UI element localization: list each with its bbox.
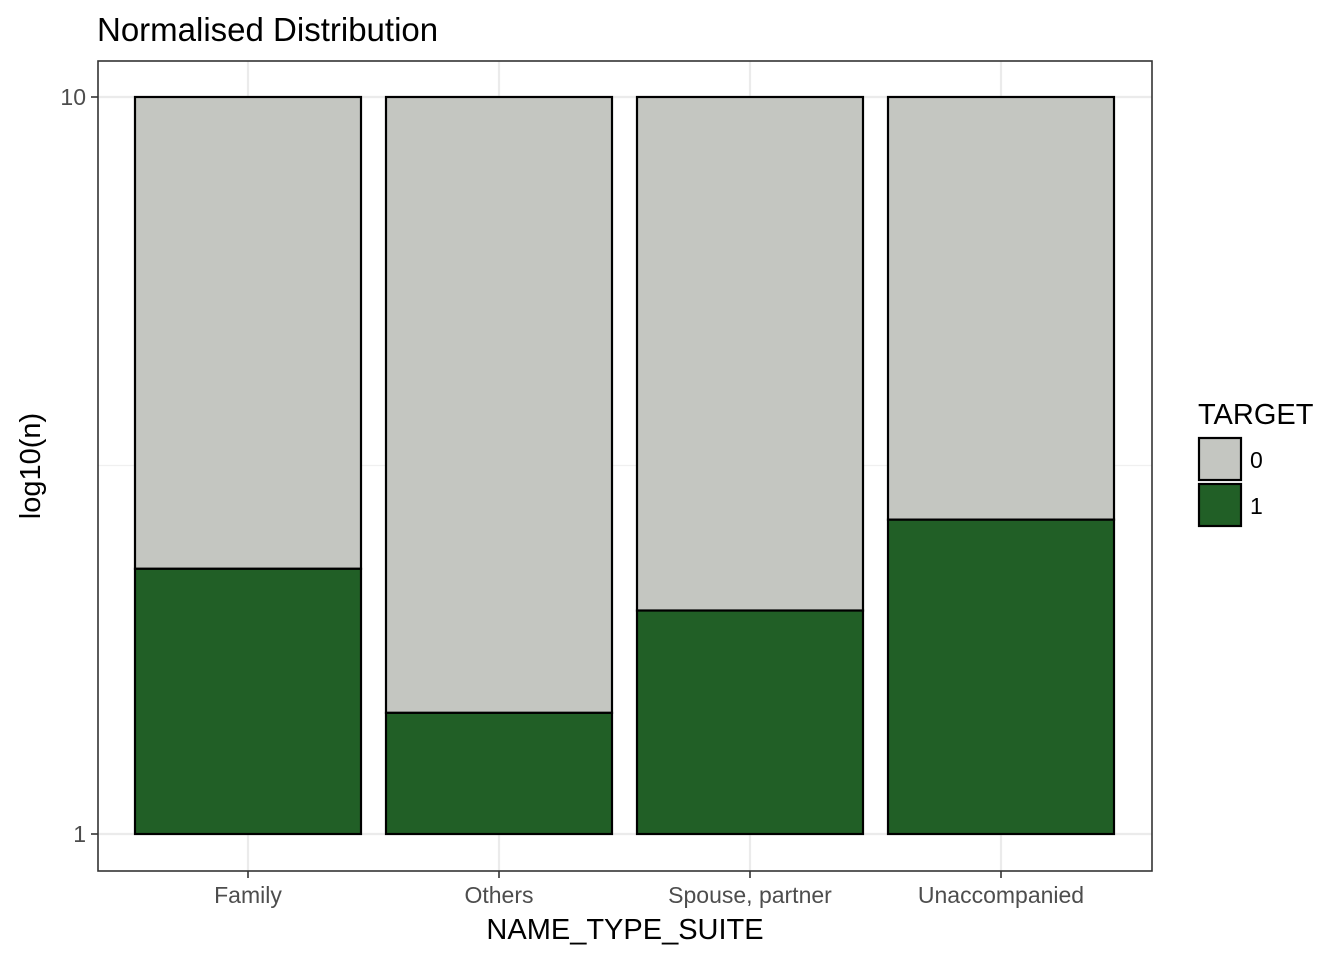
bar-target-1-unaccompanied	[886, 518, 1116, 836]
bar-target-0-others	[384, 95, 614, 714]
bar-target-1-others	[384, 711, 614, 836]
bar-target-1-family	[133, 567, 363, 836]
x-tick-label: Unaccompanied	[918, 882, 1084, 908]
x-tick-label: Spouse, partner	[668, 882, 832, 908]
legend-label-1: 1	[1250, 493, 1263, 519]
x-tick-label: Others	[464, 882, 533, 908]
chart-title: Normalised Distribution	[97, 11, 438, 48]
y-axis: 1 10	[60, 84, 98, 847]
x-tick-label: Family	[214, 882, 282, 908]
bar-target-1-spouse-partner	[635, 609, 865, 836]
x-axis: Family Others Spouse, partner Unaccompanied	[214, 871, 1084, 908]
y-tick-label: 1	[73, 821, 86, 847]
bar-target-0-family	[133, 95, 363, 570]
legend-title: TARGET	[1198, 399, 1314, 431]
legend: TARGET 0 1	[1197, 399, 1314, 528]
y-axis-title: log10(n)	[15, 413, 47, 519]
legend-key-0	[1197, 436, 1243, 482]
x-axis-title: NAME_TYPE_SUITE	[486, 914, 763, 946]
bar-target-0-spouse-partner	[635, 95, 865, 612]
legend-key-1	[1197, 482, 1243, 528]
bar-target-0-unaccompanied	[886, 95, 1116, 521]
y-tick-label: 10	[60, 84, 86, 110]
legend-label-0: 0	[1250, 447, 1263, 473]
plot-panel-border	[97, 60, 1153, 872]
bars	[133, 95, 1116, 836]
